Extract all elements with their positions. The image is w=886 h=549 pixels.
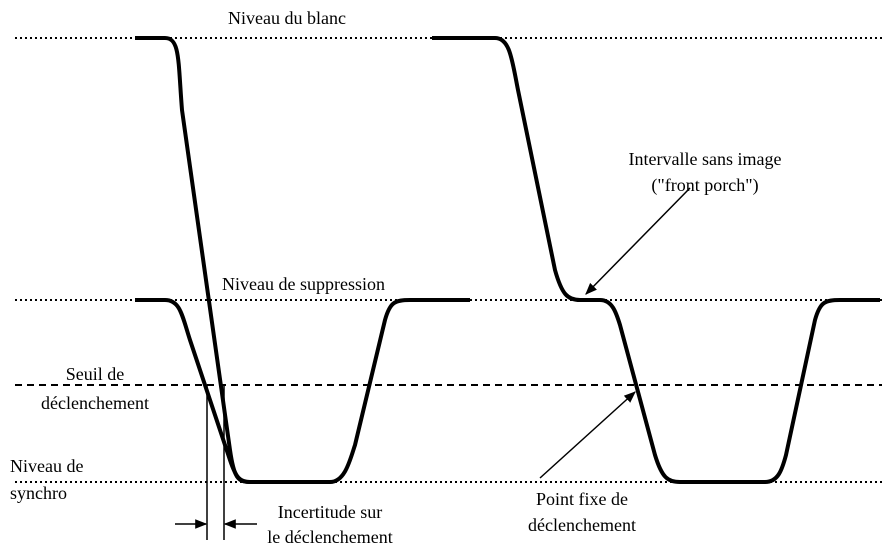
label: Intervalle sans image — [629, 149, 782, 169]
label: Niveau de — [10, 456, 83, 476]
arrow — [585, 187, 691, 295]
label: le déclenchement — [267, 527, 392, 547]
steep-edge — [135, 36, 251, 484]
label: Niveau du blanc — [228, 8, 346, 28]
label: Point fixe de — [536, 489, 628, 509]
label: Niveau de suppression — [222, 274, 385, 294]
label: Incertitude sur — [278, 502, 382, 522]
label: déclenchement — [41, 393, 149, 413]
slow-edge — [135, 298, 470, 484]
right-waveform — [432, 36, 880, 484]
label: synchro — [10, 483, 67, 503]
arrow — [539, 391, 636, 479]
label: Seuil de — [66, 364, 125, 384]
label: déclenchement — [528, 515, 636, 535]
label: ("front porch") — [651, 175, 758, 196]
